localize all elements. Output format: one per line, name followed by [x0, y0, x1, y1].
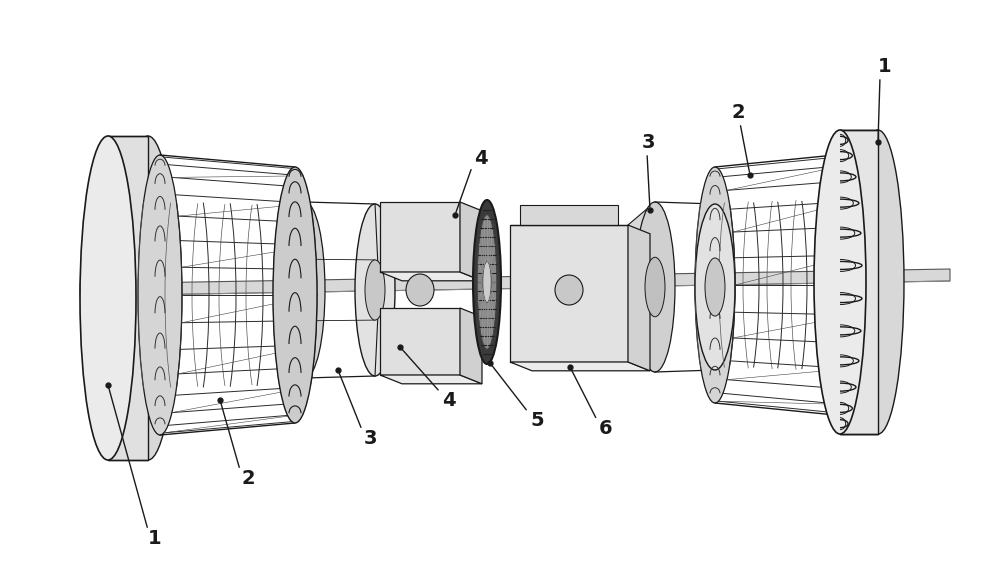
Ellipse shape: [635, 202, 675, 372]
Ellipse shape: [705, 258, 725, 316]
Ellipse shape: [814, 130, 866, 434]
Ellipse shape: [645, 257, 665, 316]
Ellipse shape: [120, 136, 176, 460]
Text: 3: 3: [641, 133, 655, 153]
Polygon shape: [380, 375, 482, 384]
Polygon shape: [380, 272, 482, 281]
Ellipse shape: [138, 155, 182, 435]
Polygon shape: [840, 130, 878, 434]
Polygon shape: [108, 136, 148, 460]
Ellipse shape: [483, 261, 491, 302]
Polygon shape: [380, 308, 460, 375]
Ellipse shape: [365, 260, 385, 320]
Text: 6: 6: [599, 419, 613, 439]
Ellipse shape: [852, 130, 904, 434]
Ellipse shape: [273, 167, 317, 423]
Ellipse shape: [695, 167, 735, 403]
Ellipse shape: [80, 136, 136, 460]
Polygon shape: [510, 362, 650, 371]
Ellipse shape: [555, 275, 583, 305]
Polygon shape: [375, 204, 380, 376]
Polygon shape: [460, 308, 482, 384]
Polygon shape: [380, 202, 460, 272]
Ellipse shape: [695, 204, 735, 370]
Polygon shape: [628, 225, 650, 371]
Polygon shape: [520, 205, 618, 225]
Ellipse shape: [477, 215, 497, 349]
Text: 1: 1: [878, 57, 892, 77]
Text: 3: 3: [363, 429, 377, 449]
Ellipse shape: [815, 155, 855, 415]
Polygon shape: [460, 202, 482, 281]
Polygon shape: [80, 269, 950, 296]
Polygon shape: [510, 225, 628, 362]
Text: 2: 2: [241, 470, 255, 488]
Ellipse shape: [406, 274, 434, 306]
Ellipse shape: [355, 204, 395, 376]
Ellipse shape: [295, 259, 315, 321]
Ellipse shape: [473, 200, 501, 364]
Text: 5: 5: [530, 411, 544, 431]
Text: 4: 4: [474, 149, 488, 167]
Ellipse shape: [285, 202, 325, 378]
Text: 2: 2: [731, 104, 745, 122]
Text: 4: 4: [442, 391, 456, 411]
Polygon shape: [628, 202, 655, 372]
Text: 1: 1: [148, 528, 162, 548]
